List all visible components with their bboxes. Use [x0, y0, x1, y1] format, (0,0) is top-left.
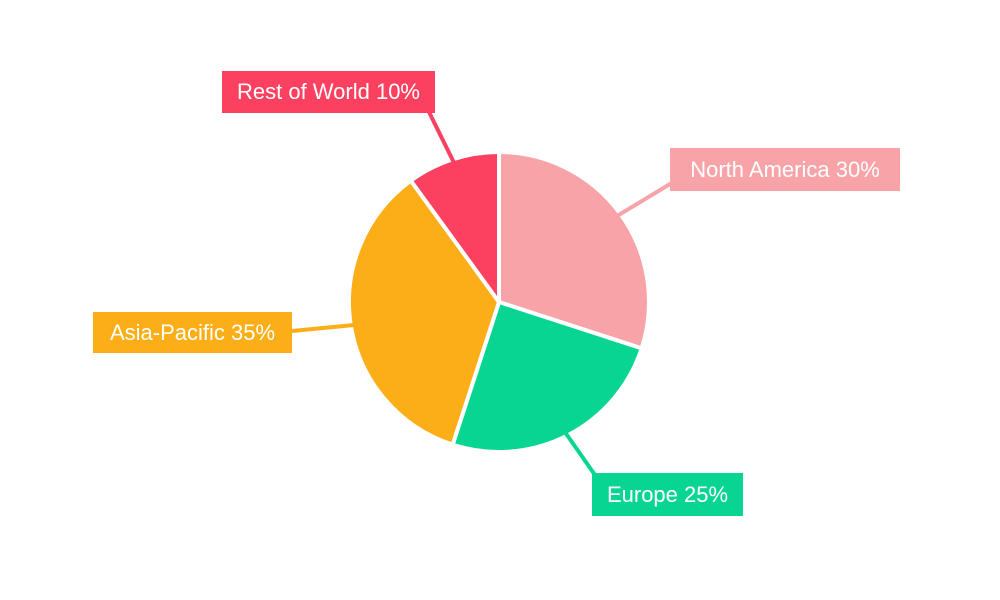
leader-lines-group	[290, 110, 672, 477]
pie-slices-group	[347, 150, 651, 454]
leader-line-asia-pacific	[290, 323, 355, 333]
slice-label-rest-of-world: Rest of World 10%	[222, 71, 435, 113]
leader-line-north-america	[616, 182, 672, 218]
slice-label-europe: Europe 25%	[592, 473, 743, 516]
slice-label-asia-pacific: Asia-Pacific 35%	[93, 312, 292, 353]
leader-line-rest-of-world	[427, 110, 456, 164]
leader-line-europe	[564, 431, 597, 477]
slice-label-north-america: North America 30%	[670, 148, 900, 191]
